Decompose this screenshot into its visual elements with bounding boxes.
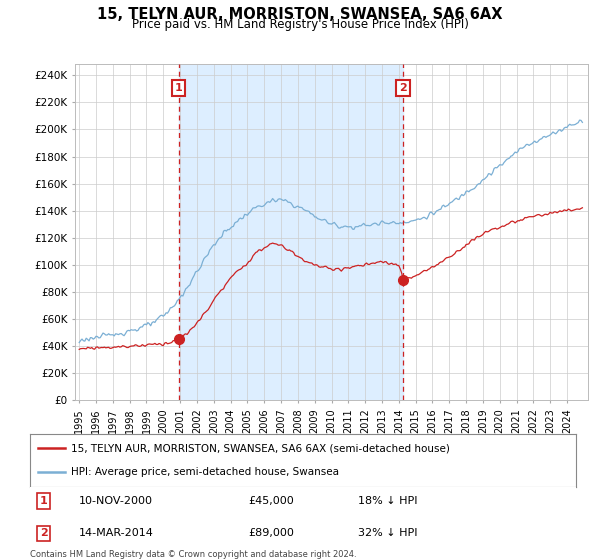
Text: 1: 1 (175, 83, 182, 93)
Text: 32% ↓ HPI: 32% ↓ HPI (358, 529, 417, 538)
Text: 10-NOV-2000: 10-NOV-2000 (79, 496, 153, 506)
Text: 18% ↓ HPI: 18% ↓ HPI (358, 496, 417, 506)
Bar (179, 64, 403, 400)
Text: HPI: Average price, semi-detached house, Swansea: HPI: Average price, semi-detached house,… (71, 467, 339, 477)
Text: 2: 2 (40, 529, 47, 538)
Text: Contains HM Land Registry data © Crown copyright and database right 2024.
This d: Contains HM Land Registry data © Crown c… (30, 550, 356, 560)
Text: 14-MAR-2014: 14-MAR-2014 (79, 529, 154, 538)
Text: £89,000: £89,000 (248, 529, 294, 538)
Text: 1: 1 (40, 496, 47, 506)
Text: 15, TELYN AUR, MORRISTON, SWANSEA, SA6 6AX: 15, TELYN AUR, MORRISTON, SWANSEA, SA6 6… (97, 7, 503, 22)
Text: £45,000: £45,000 (248, 496, 294, 506)
Text: 15, TELYN AUR, MORRISTON, SWANSEA, SA6 6AX (semi-detached house): 15, TELYN AUR, MORRISTON, SWANSEA, SA6 6… (71, 444, 450, 454)
Text: 2: 2 (399, 83, 407, 93)
Text: Price paid vs. HM Land Registry's House Price Index (HPI): Price paid vs. HM Land Registry's House … (131, 18, 469, 31)
